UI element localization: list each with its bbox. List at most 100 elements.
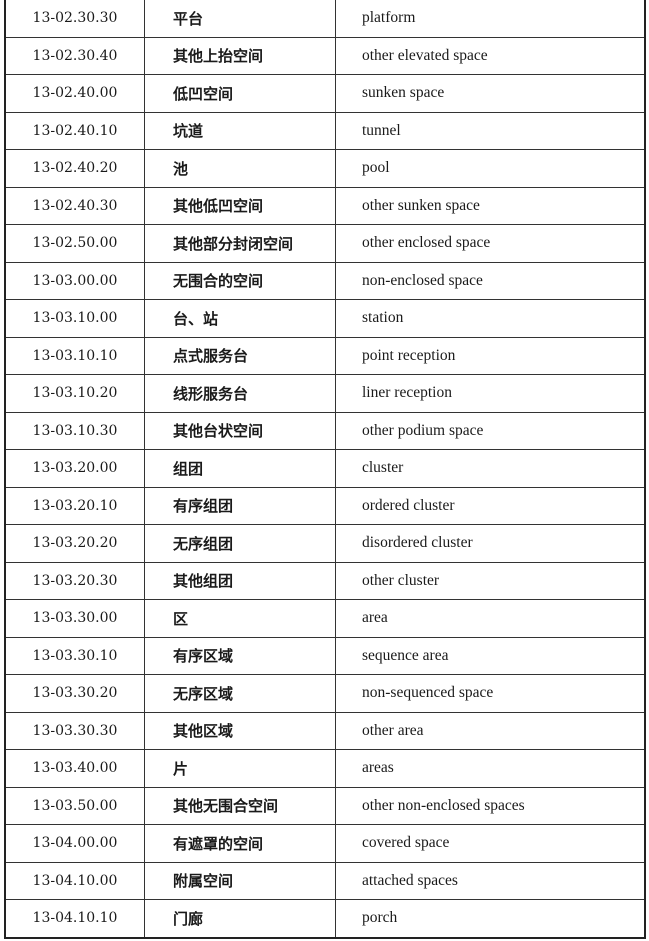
code-cell: 13-02.30.40 xyxy=(4,36,145,75)
english-term-cell: point reception xyxy=(335,336,645,375)
code-cell: 13-02.50.00 xyxy=(4,224,145,262)
code-cell: 13-04.10.10 xyxy=(4,899,145,938)
chinese-term-cell: 有序区域 xyxy=(144,636,336,675)
code-cell: 13-04.00.00 xyxy=(4,824,145,862)
chinese-term-cell: 有遮罩的空间 xyxy=(144,824,336,862)
chinese-term-cell: 平台 xyxy=(144,0,336,37)
english-term-cell: attached spaces xyxy=(335,861,645,900)
code-cell: 13-03.10.20 xyxy=(4,374,145,412)
chinese-term-cell: 组团 xyxy=(144,449,336,487)
code-cell: 13-03.10.00 xyxy=(4,299,145,337)
table-row: 13-03.50.00 其他无围合空间 other non-enclosed spa… xyxy=(4,786,645,825)
table-row: 13-02.50.00 其他部分封闭空间 other enclosed space xyxy=(4,224,645,262)
table-row: 13-03.20.20 无序组团 disordered cluster xyxy=(4,524,645,562)
chinese-term-cell: 无围合的空间 xyxy=(144,261,336,300)
english-term-cell: ordered cluster xyxy=(335,486,645,525)
table-row: 13-02.40.20 池 pool xyxy=(4,149,645,187)
english-term-cell: other enclosed space xyxy=(335,224,645,262)
chinese-term-cell: 台、站 xyxy=(144,299,336,337)
chinese-term-cell: 其他上抬空间 xyxy=(144,36,336,75)
table-row: 13-02.30.40 其他上抬空间 other elevated space xyxy=(4,36,645,75)
chinese-term-cell: 坑道 xyxy=(144,111,336,150)
english-term-cell: other cluster xyxy=(335,561,645,600)
chinese-term-cell: 其他部分封闭空间 xyxy=(144,224,336,262)
code-cell: 13-03.20.10 xyxy=(4,486,145,525)
chinese-term-cell: 无序区域 xyxy=(144,674,336,712)
chinese-term-cell: 池 xyxy=(144,149,336,187)
table-row: 13-02.40.00 低凹空间 sunken space xyxy=(4,74,645,112)
code-cell: 13-02.40.30 xyxy=(4,186,145,225)
table-row: 13-03.20.30 其他组团 other cluster xyxy=(4,561,645,600)
code-cell: 13-03.20.30 xyxy=(4,561,145,600)
english-term-cell: areas xyxy=(335,749,645,787)
english-term-cell: platform xyxy=(335,0,645,37)
english-term-cell: non-sequenced space xyxy=(335,674,645,712)
english-term-cell: station xyxy=(335,299,645,337)
english-term-cell: cluster xyxy=(335,449,645,487)
code-cell: 13-02.30.30 xyxy=(4,0,145,37)
english-term-cell: liner reception xyxy=(335,374,645,412)
table-row: 13-04.10.10 门廊 porch xyxy=(4,899,645,938)
code-cell: 13-02.40.00 xyxy=(4,74,145,112)
code-cell: 13-03.30.20 xyxy=(4,674,145,712)
chinese-term-cell: 片 xyxy=(144,749,336,787)
code-cell: 13-03.10.10 xyxy=(4,336,145,375)
code-cell: 13-02.40.20 xyxy=(4,149,145,187)
code-cell: 13-03.50.00 xyxy=(4,786,145,825)
table-row: 13-03.00.00 无围合的空间 non-enclosed space xyxy=(4,261,645,300)
english-term-cell: pool xyxy=(335,149,645,187)
code-cell: 13-03.10.30 xyxy=(4,411,145,450)
table-row: 13-03.20.00 组团 cluster xyxy=(4,449,645,487)
code-cell: 13-03.30.30 xyxy=(4,711,145,750)
english-term-cell: sunken space xyxy=(335,74,645,112)
table-row: 13-04.00.00 有遮罩的空间 covered space xyxy=(4,824,645,862)
chinese-term-cell: 其他低凹空间 xyxy=(144,186,336,225)
english-term-cell: other podium space xyxy=(335,411,645,450)
code-cell: 13-03.20.00 xyxy=(4,449,145,487)
code-cell: 13-03.00.00 xyxy=(4,261,145,300)
table-row: 13-03.10.00 台、站 station xyxy=(4,299,645,337)
english-term-cell: other area xyxy=(335,711,645,750)
code-cell: 13-03.30.10 xyxy=(4,636,145,675)
code-cell: 13-03.20.20 xyxy=(4,524,145,562)
english-term-cell: area xyxy=(335,599,645,637)
chinese-term-cell: 区 xyxy=(144,599,336,637)
chinese-term-cell: 线形服务台 xyxy=(144,374,336,412)
table-row: 13-03.30.00 区 area xyxy=(4,599,645,637)
chinese-term-cell: 其他台状空间 xyxy=(144,411,336,450)
classification-table: 13-02.30.30 平台 platform 13-02.30.40 其他上抬空间 ot… xyxy=(4,0,646,939)
english-term-cell: other sunken space xyxy=(335,186,645,225)
chinese-term-cell: 有序组团 xyxy=(144,486,336,525)
code-cell: 13-03.30.00 xyxy=(4,599,145,637)
table-row: 13-03.10.10 点式服务台 point reception xyxy=(4,336,645,375)
table-row: 13-03.30.10 有序区域 sequence area xyxy=(4,636,645,675)
english-term-cell: disordered cluster xyxy=(335,524,645,562)
english-term-cell: covered space xyxy=(335,824,645,862)
table-row: 13-04.10.00 附属空间 attached spaces xyxy=(4,861,645,900)
chinese-term-cell: 附属空间 xyxy=(144,861,336,900)
chinese-term-cell: 其他组团 xyxy=(144,561,336,600)
english-term-cell: porch xyxy=(335,899,645,938)
chinese-term-cell: 门廊 xyxy=(144,899,336,938)
table-row: 13-03.30.30 其他区域 other area xyxy=(4,711,645,750)
chinese-term-cell: 无序组团 xyxy=(144,524,336,562)
table-row: 13-02.40.30 其他低凹空间 other sunken space xyxy=(4,186,645,225)
table-row: 13-02.30.30 平台 platform xyxy=(4,0,645,37)
english-term-cell: other non-enclosed spaces xyxy=(335,786,645,825)
chinese-term-cell: 点式服务台 xyxy=(144,336,336,375)
english-term-cell: non-enclosed space xyxy=(335,261,645,300)
chinese-term-cell: 其他区域 xyxy=(144,711,336,750)
table-row: 13-03.40.00 片 areas xyxy=(4,749,645,787)
code-cell: 13-04.10.00 xyxy=(4,861,145,900)
english-term-cell: other elevated space xyxy=(335,36,645,75)
table-row: 13-03.10.30 其他台状空间 other podium space xyxy=(4,411,645,450)
table-row: 13-03.20.10 有序组团 ordered cluster xyxy=(4,486,645,525)
chinese-term-cell: 低凹空间 xyxy=(144,74,336,112)
table-row: 13-03.30.20 无序区域 non-sequenced space xyxy=(4,674,645,712)
code-cell: 13-03.40.00 xyxy=(4,749,145,787)
chinese-term-cell: 其他无围合空间 xyxy=(144,786,336,825)
english-term-cell: sequence area xyxy=(335,636,645,675)
code-cell: 13-02.40.10 xyxy=(4,111,145,150)
english-term-cell: tunnel xyxy=(335,111,645,150)
table-row: 13-03.10.20 线形服务台 liner reception xyxy=(4,374,645,412)
